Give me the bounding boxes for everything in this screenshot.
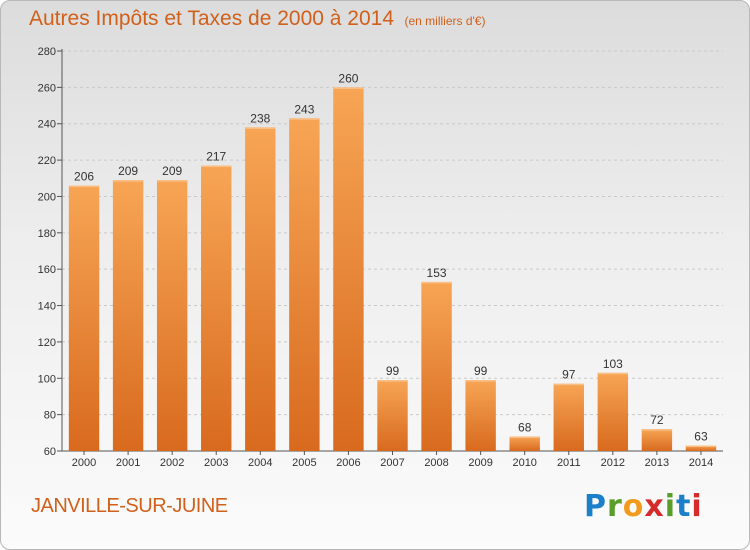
bar-highlight bbox=[509, 436, 540, 438]
bar bbox=[245, 127, 276, 451]
bar bbox=[289, 118, 320, 451]
x-tick-label: 2008 bbox=[424, 457, 448, 469]
bar bbox=[509, 436, 540, 451]
x-tick-label: 2003 bbox=[204, 457, 228, 469]
proxiti-logo: Proxiti bbox=[584, 489, 703, 524]
x-tick-label: 2011 bbox=[557, 457, 581, 469]
y-tick-label: 60 bbox=[44, 446, 56, 458]
bar bbox=[333, 87, 364, 451]
chart-title: Autres Impôts et Taxes de 2000 à 2014 bbox=[29, 7, 395, 30]
axes: 60 80 100 120 140 160 180 200 220 240 260 280 bbox=[38, 46, 723, 458]
bar-highlight bbox=[156, 180, 188, 182]
bar-value-label: 68 bbox=[518, 420, 532, 434]
x-tick-label: 2002 bbox=[160, 457, 184, 469]
bar bbox=[641, 429, 673, 451]
bar-value-label: 260 bbox=[338, 71, 358, 85]
bar-highlight bbox=[377, 380, 408, 382]
bar bbox=[201, 165, 232, 451]
logo-letter: t bbox=[676, 489, 692, 524]
x-tick-label: 2007 bbox=[380, 457, 404, 469]
bar-value-label: 209 bbox=[162, 164, 182, 178]
bar bbox=[68, 185, 100, 451]
bar bbox=[553, 383, 584, 451]
y-tick-label: 180 bbox=[38, 228, 56, 240]
y-tick-label: 80 bbox=[44, 410, 56, 422]
logo-letter: x bbox=[644, 489, 665, 524]
commune-name: JANVILLE-SUR-JUINE bbox=[31, 495, 228, 517]
y-tick-label: 160 bbox=[38, 264, 56, 276]
bar bbox=[112, 180, 144, 451]
y-tick-label: 200 bbox=[38, 191, 56, 203]
logo-letter: P bbox=[584, 489, 607, 524]
bar-highlight bbox=[553, 383, 584, 386]
bars bbox=[68, 87, 717, 451]
logo-letter: i bbox=[664, 489, 677, 524]
y-tick-label: 140 bbox=[38, 301, 56, 313]
x-tick-label: 2000 bbox=[72, 457, 96, 469]
bar bbox=[156, 180, 188, 451]
logo-letter: r bbox=[607, 489, 623, 524]
bar bbox=[377, 380, 408, 451]
x-tick-label: 2006 bbox=[336, 457, 360, 469]
bar-highlight bbox=[465, 380, 496, 382]
bar-highlight bbox=[245, 127, 276, 129]
bar-highlight bbox=[597, 372, 629, 375]
bar-value-label: 238 bbox=[250, 111, 270, 125]
y-tick-label: 260 bbox=[38, 82, 56, 94]
y-tick-label: 280 bbox=[38, 46, 56, 58]
x-tick-label: 2001 bbox=[116, 457, 140, 469]
bar-value-label: 103 bbox=[603, 357, 623, 371]
bar-highlight bbox=[112, 180, 144, 182]
bar bbox=[421, 281, 452, 451]
bar-value-label: 97 bbox=[562, 368, 576, 382]
bar-value-label: 206 bbox=[74, 170, 94, 184]
x-tick-label: 2005 bbox=[292, 457, 316, 469]
y-tick-label: 120 bbox=[38, 337, 56, 349]
bar bbox=[465, 380, 496, 451]
y-tick-label: 100 bbox=[38, 373, 56, 385]
bar-value-label: 63 bbox=[694, 430, 708, 444]
y-tick-label: 240 bbox=[38, 119, 56, 131]
x-tick-label: 2010 bbox=[512, 457, 536, 469]
chart-unit: (en milliers d'€) bbox=[404, 14, 486, 28]
bar-highlight bbox=[641, 429, 673, 431]
bar-highlight bbox=[68, 185, 100, 188]
x-tick-label: 2014 bbox=[689, 457, 713, 469]
x-tick-label: 2012 bbox=[601, 457, 625, 469]
x-tick-label: 2009 bbox=[468, 457, 492, 469]
bar bbox=[597, 372, 629, 451]
labels: 206 2000 209 2001 209 2002 217 2003 238 2004 243 20… bbox=[72, 71, 713, 469]
bar bbox=[685, 445, 717, 451]
bar-highlight bbox=[289, 118, 320, 120]
logo-letter: i bbox=[691, 489, 703, 524]
bar-value-label: 217 bbox=[206, 150, 226, 164]
bar-value-label: 153 bbox=[427, 266, 447, 280]
bar-highlight bbox=[685, 445, 717, 448]
x-tick-label: 2013 bbox=[645, 457, 669, 469]
bar-highlight bbox=[421, 281, 452, 284]
bar-highlight bbox=[201, 165, 232, 168]
title-row: Autres Impôts et Taxes de 2000 à 2014 (e… bbox=[29, 7, 485, 31]
logo-letter: o bbox=[622, 489, 645, 524]
bar-value-label: 243 bbox=[294, 102, 314, 116]
x-tick-label: 2004 bbox=[248, 457, 272, 469]
y-tick-label: 220 bbox=[38, 155, 56, 167]
bar-highlight bbox=[333, 87, 364, 89]
bar-value-label: 209 bbox=[118, 164, 138, 178]
bar-value-label: 72 bbox=[650, 413, 664, 427]
bar-value-label: 99 bbox=[474, 364, 488, 378]
bar-value-label: 99 bbox=[386, 364, 400, 378]
